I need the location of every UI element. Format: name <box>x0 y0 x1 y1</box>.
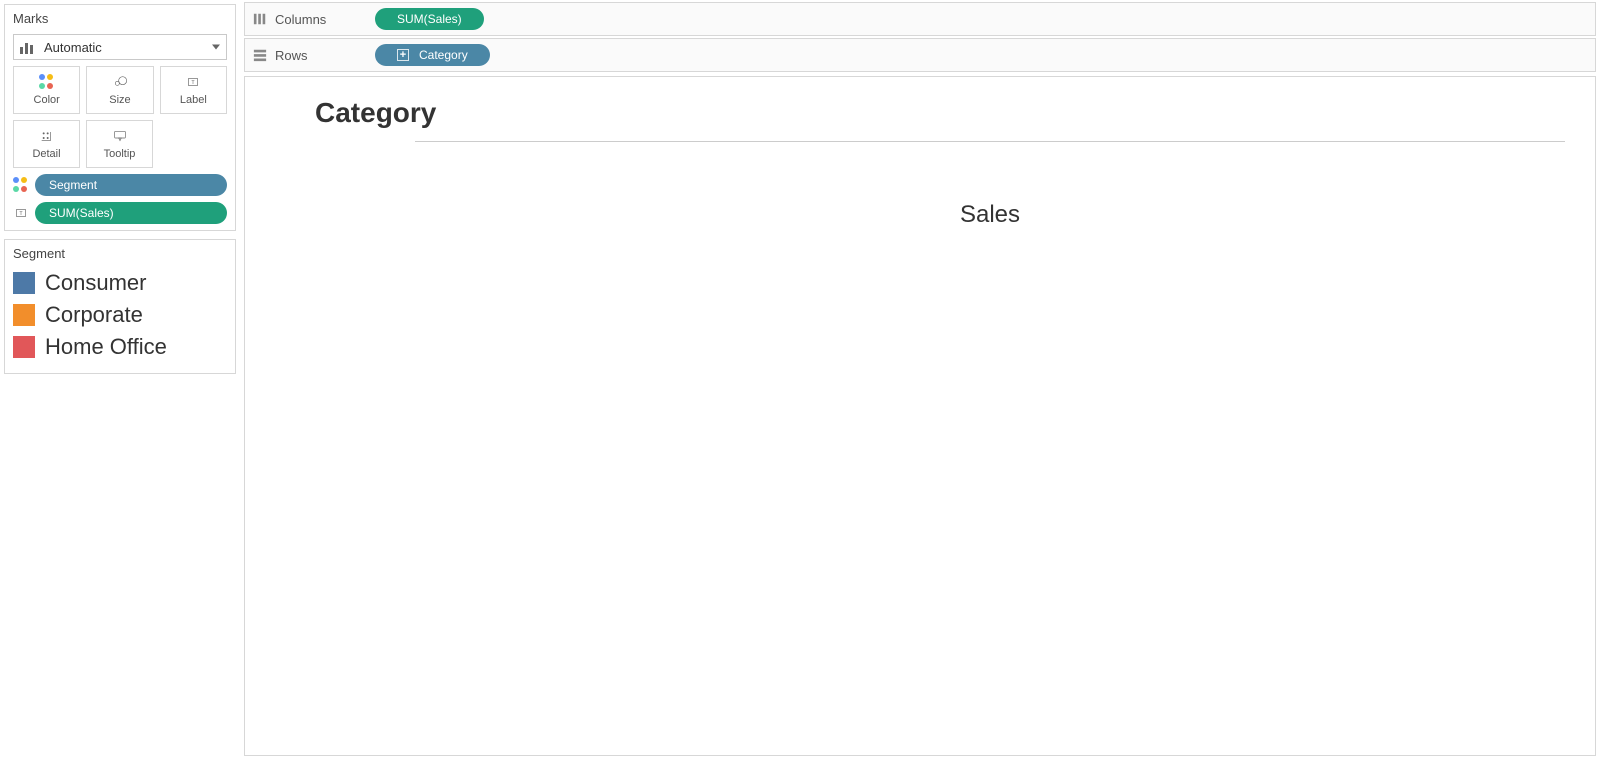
legend-label: Consumer <box>45 270 146 296</box>
columns-pill-sum-sales[interactable]: SUM(Sales) <box>375 8 484 30</box>
bar-chart-icon <box>20 40 36 54</box>
legend-swatch <box>13 304 35 326</box>
size-icon <box>111 74 129 90</box>
palette-icon <box>13 177 29 193</box>
marks-tooltip-button[interactable]: Tooltip <box>86 120 153 168</box>
rows-pill-category[interactable]: + Category <box>375 44 490 66</box>
legend-label: Home Office <box>45 334 167 360</box>
chart-title: Category <box>245 97 1565 129</box>
columns-icon <box>253 12 267 26</box>
viz-canvas[interactable]: Category Sales <box>244 76 1596 756</box>
palette-icon <box>39 74 55 90</box>
marks-size-button[interactable]: Size <box>86 66 153 114</box>
marks-pill[interactable]: Segment <box>35 174 227 196</box>
legend-item[interactable]: Home Office <box>13 331 227 363</box>
expand-icon: + <box>397 49 409 61</box>
legend-item[interactable]: Consumer <box>13 267 227 299</box>
tooltip-icon <box>111 128 129 144</box>
marks-detail-button[interactable]: Detail <box>13 120 80 168</box>
marks-pill[interactable]: SUM(Sales) <box>35 202 227 224</box>
marks-pill-row: T SUM(Sales) <box>5 202 235 230</box>
legend-card: Segment Consumer Corporate Home Office <box>4 239 236 374</box>
legend-title: Segment <box>5 240 235 265</box>
detail-icon <box>38 128 56 144</box>
label-icon: T <box>184 74 202 90</box>
legend-swatch <box>13 336 35 358</box>
marks-pill-row: Segment <box>5 174 235 202</box>
chevron-down-icon <box>212 45 220 50</box>
rows-shelf-label: Rows <box>253 48 363 63</box>
rows-icon <box>253 48 267 62</box>
rows-shelf[interactable]: Rows + Category <box>244 38 1596 72</box>
label-icon: T <box>13 205 29 221</box>
marks-label-button[interactable]: T Label <box>160 66 227 114</box>
marks-color-button[interactable]: Color <box>13 66 80 114</box>
x-axis-title: Sales <box>415 201 1565 261</box>
mark-type-label: Automatic <box>44 40 102 55</box>
legend-swatch <box>13 272 35 294</box>
columns-shelf-label: Columns <box>253 12 363 27</box>
marks-card: Marks Automatic Color Size <box>4 4 236 231</box>
marks-card-title: Marks <box>5 5 235 30</box>
legend-item[interactable]: Corporate <box>13 299 227 331</box>
legend-label: Corporate <box>45 302 143 328</box>
mark-type-select[interactable]: Automatic <box>13 34 227 60</box>
columns-shelf[interactable]: Columns SUM(Sales) <box>244 2 1596 36</box>
